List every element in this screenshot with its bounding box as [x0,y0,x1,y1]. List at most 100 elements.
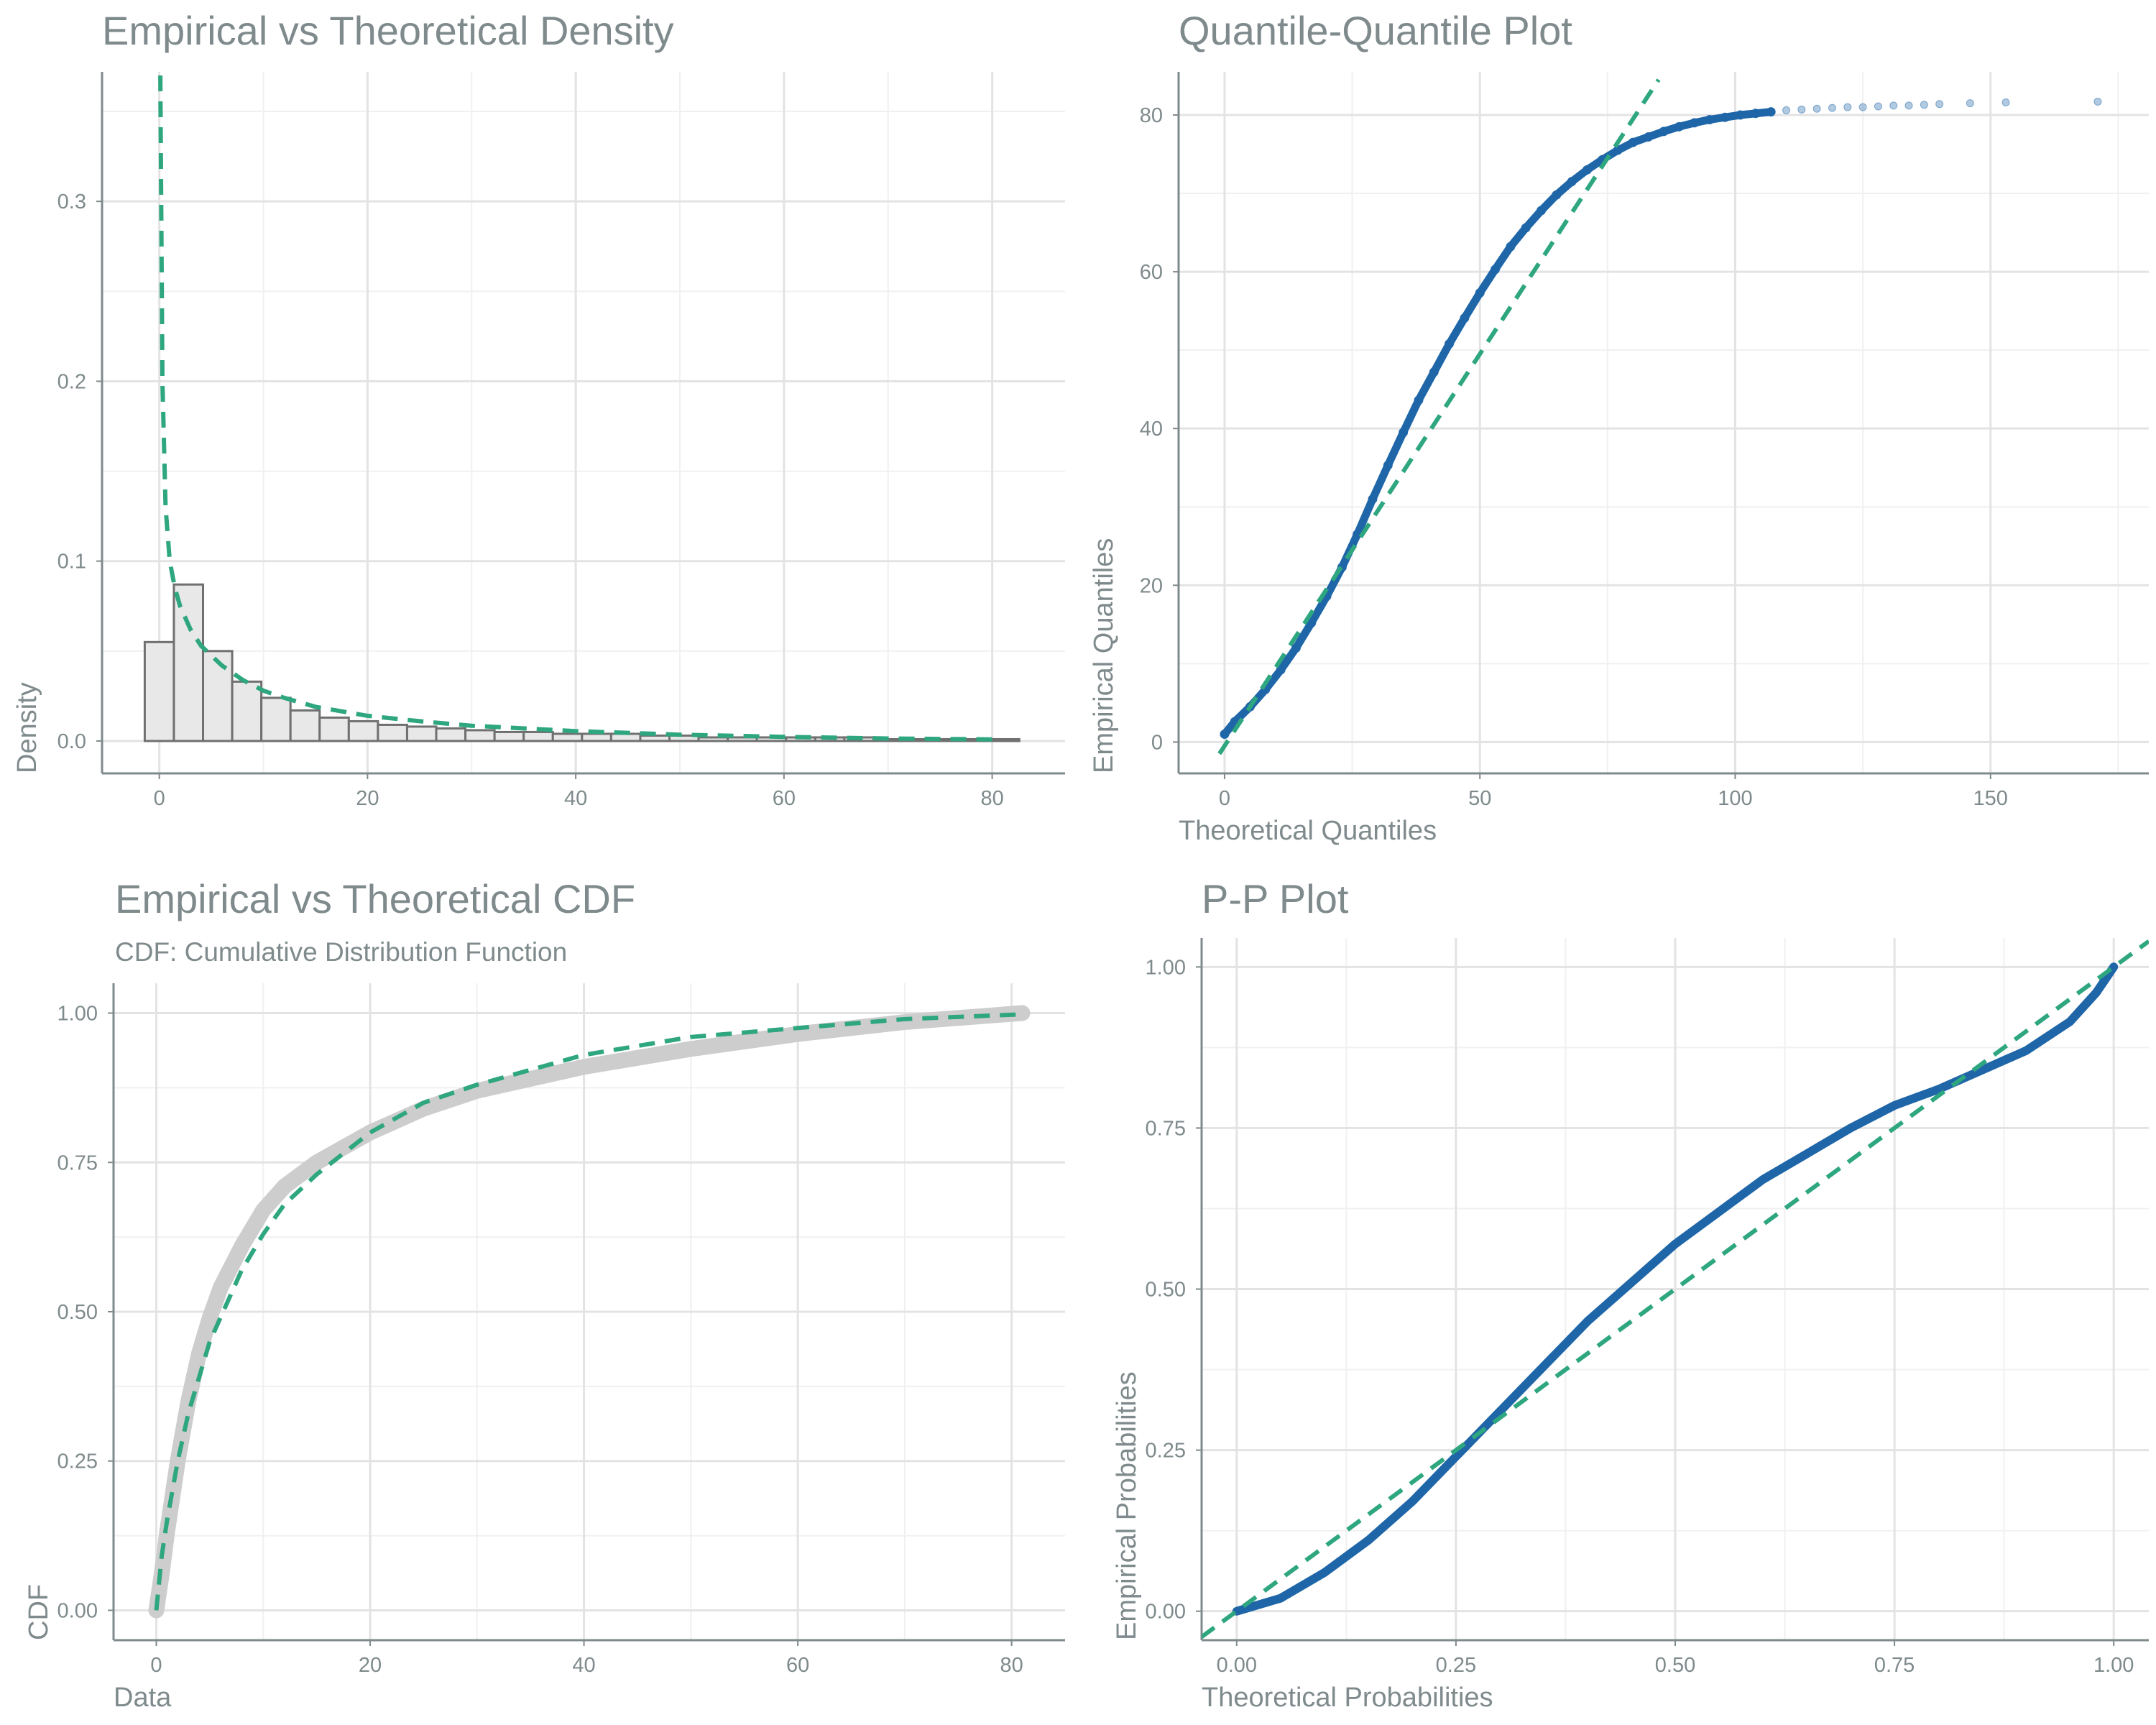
qq-point [1858,103,1867,111]
histogram-bar [289,709,321,742]
histogram-bar [697,736,729,742]
density-x-tick-label: 0 [154,787,165,810]
cdf-y-tick-label: 0.50 [57,1301,98,1324]
pp-x-label: Theoretical Probabilities [1202,1683,1493,1713]
pp-panel: 0.00 0.25 0.50 0.75 1.00 0.00 0.25 0.50 0.75 1.00… [1112,876,2149,1713]
histogram-bar [551,732,584,742]
qq-point [2001,98,2010,107]
pp-y-tick-label: 0.75 [1146,1117,1186,1140]
qq-point [1567,177,1577,187]
qq-y-label: Empirical Quantiles [1089,538,1119,773]
cdf-y-tick-label: 0.25 [57,1450,98,1473]
density-panel: 0 20 40 60 80 0.0 0.1 0.2 0.3 Empirical vs Theore… [12,8,1065,810]
pp-x-tick-label: 0.00 [1217,1654,1257,1677]
qq-point [1628,137,1638,147]
cdf-y-tick-label: 0.75 [57,1151,98,1174]
qq-point [1460,313,1470,323]
qq-y-tick-label: 60 [1140,261,1163,284]
density-y-label: Density [12,682,42,773]
qq-point [1751,109,1761,119]
cdf-y-tick-label: 1.00 [57,1003,98,1026]
histogram-bar [172,583,205,742]
density-y-tick-label: 0.1 [57,551,86,574]
cdf-x-tick-label: 60 [786,1654,809,1677]
qq-point [1797,105,1806,114]
histogram-bar [377,723,408,742]
cdf-panel: 0 20 40 60 80 0.00 0.25 0.50 0.75 1.00 Empirical v… [24,876,1065,1713]
qq-reference-line [1217,78,1661,755]
pp-curve [1232,962,2119,1616]
pp-y-tick-label: 0.50 [1146,1279,1186,1302]
cdf-x-tick-label: 0 [150,1654,162,1677]
density-x-tick-label: 20 [356,787,379,810]
cdf-y-tick-label: 0.00 [57,1599,98,1622]
qq-y-tick-label: 80 [1140,104,1163,127]
density-title: Empirical vs Theoretical Density [102,8,674,53]
qq-point [1766,107,1776,117]
qq-point [1399,428,1409,438]
histogram-bar [639,734,671,742]
pp-x-tick-label: 0.25 [1436,1654,1476,1677]
qq-point [1475,288,1485,298]
pp-y-label: Empirical Probabilities [1112,1371,1142,1640]
density-data [143,75,1021,742]
qq-point [1414,395,1424,405]
qq-point [1644,132,1654,142]
density-x-tick-label: 60 [773,787,796,810]
pp-reference-line [1202,939,2149,1639]
qq-x-label: Theoretical Quantiles [1179,816,1437,846]
cdf-x-tick-label: 40 [572,1654,595,1677]
cdf-x-label: Data [114,1683,172,1713]
qq-point [1613,145,1623,155]
qq-point [1705,115,1715,125]
qq-point [1782,106,1791,114]
empirical-quantile-band [1220,108,1775,738]
qq-grid [1179,72,2149,773]
qq-point [1383,460,1393,470]
qq-point [1720,112,1730,122]
histogram-bar [318,716,350,742]
qq-point [1220,729,1230,739]
qq-point [1935,100,1944,109]
qq-point [1445,339,1455,349]
pp-title: P-P Plot [1202,876,1349,921]
qq-point [1920,101,1928,109]
density-x-tick-label: 40 [564,787,587,810]
qq-point [1429,367,1439,377]
histogram-bar [260,696,292,742]
qq-point [1904,101,1913,110]
qq-point [1736,110,1746,120]
histogram-bar [435,727,467,742]
qq-point [1491,264,1501,275]
qq-y-tick-label: 40 [1140,418,1163,441]
qq-point [1889,101,1898,110]
density-y-tick-label: 0.2 [57,370,86,393]
cdf-title: Empirical vs Theoretical CDF [115,876,635,921]
qq-point [1582,165,1592,175]
histogram-bar [347,719,379,742]
qq-point [1521,223,1531,233]
qq-point [1674,121,1684,132]
qq-title: Quantile-Quantile Plot [1179,8,1572,53]
theoretical-cdf-line [154,1012,1023,1611]
histogram-bar [202,650,234,742]
qq-x-tick-label: 50 [1468,787,1491,810]
histogram-bar [464,729,496,742]
cdf-data [148,1005,1031,1619]
histogram-bar [581,732,612,742]
qq-y-tick-label: 0 [1151,731,1163,754]
histogram-bar [493,730,525,742]
qq-y-tick-label: 20 [1140,574,1163,597]
qq-panel: 0 50 100 150 0 20 40 60 80 Quantile-Quantile Plot… [1089,8,2149,846]
qq-point [2093,97,2102,106]
histogram-bar [522,730,554,742]
cdf-grid [114,983,1065,1640]
pp-x-tick-label: 0.50 [1655,1654,1695,1677]
pp-x-tick-label: 1.00 [2093,1654,2134,1677]
histogram-bar [405,725,438,742]
density-x-tick-label: 80 [980,787,1003,810]
qq-point [1966,99,1974,108]
qq-point [1506,242,1516,252]
qq-point [1552,190,1562,200]
